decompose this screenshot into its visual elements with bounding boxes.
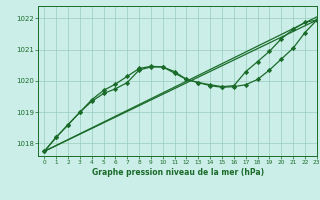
X-axis label: Graphe pression niveau de la mer (hPa): Graphe pression niveau de la mer (hPa): [92, 168, 264, 177]
